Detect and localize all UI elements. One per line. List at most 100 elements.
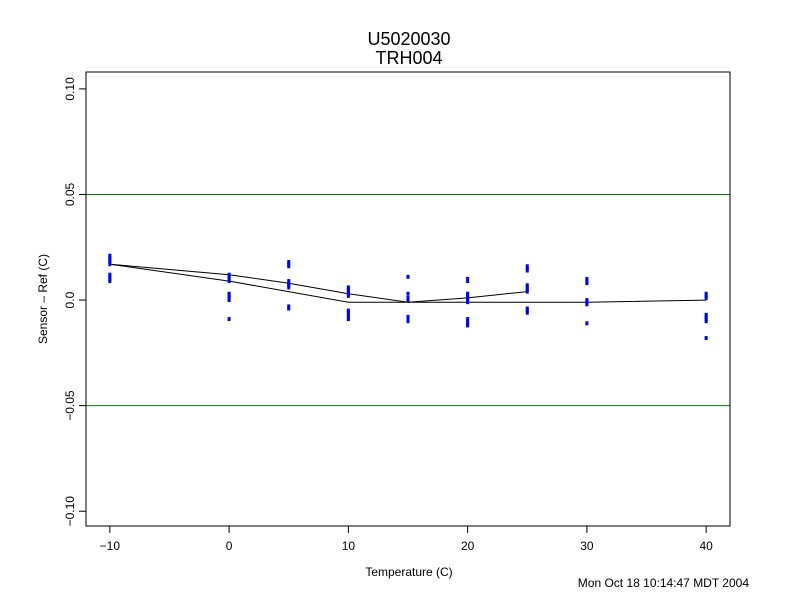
data-point [466, 293, 470, 298]
chart-subtitle: TRH004 [375, 48, 442, 68]
x-tick-label: 40 [699, 539, 713, 553]
data-point [108, 276, 112, 281]
data-point [406, 319, 410, 324]
data-point [108, 253, 112, 258]
limit-lines [86, 193, 730, 407]
data-point [227, 298, 231, 303]
data-point [108, 262, 112, 267]
x-axis-label: Temperature (C) [365, 565, 452, 579]
data-point [704, 336, 708, 341]
data-point [406, 295, 410, 300]
data-point [346, 310, 350, 315]
data-point [466, 321, 470, 326]
data-point [585, 302, 589, 307]
data-point [525, 310, 529, 315]
data-point [108, 257, 112, 262]
data-point [287, 281, 291, 286]
data-point [466, 295, 470, 300]
data-point [227, 291, 231, 296]
data-point [346, 289, 350, 294]
data-point [525, 287, 529, 292]
data-point [585, 279, 589, 284]
data-point [287, 285, 291, 290]
data-point [704, 314, 708, 319]
data-point [704, 293, 708, 298]
data-point [346, 317, 350, 322]
y-tick-label: 0.10 [63, 77, 77, 101]
y-tick-label: 0.05 [63, 182, 77, 206]
data-point [227, 276, 231, 281]
data-point [704, 291, 708, 296]
data-point [466, 291, 470, 296]
data-point [287, 283, 291, 288]
data-point [585, 300, 589, 305]
data-point [287, 279, 291, 284]
data-point [346, 291, 350, 296]
data-point [287, 262, 291, 267]
data-point [287, 264, 291, 269]
data-point [466, 323, 470, 328]
data-point [466, 298, 470, 303]
x-tick-label: 20 [461, 539, 475, 553]
plot-frame [85, 71, 731, 527]
data-point [227, 317, 231, 322]
data-point [585, 276, 589, 281]
data-point [466, 279, 470, 284]
data-point [704, 317, 708, 322]
x-tick-label: 30 [580, 539, 594, 553]
data-point [108, 260, 112, 265]
data-point [406, 317, 410, 322]
data-point [406, 291, 410, 296]
data-point [525, 268, 529, 273]
data-point [525, 289, 529, 294]
data-point [525, 306, 529, 311]
x-tick-label: 10 [342, 539, 356, 553]
data-point [108, 279, 112, 284]
data-point [704, 312, 708, 317]
x-axis: −10 0 10 20 30 40 [100, 526, 713, 553]
data-point [287, 306, 291, 311]
data-point [704, 319, 708, 324]
data-point [704, 295, 708, 300]
data-point [525, 264, 529, 269]
data-point [525, 283, 529, 288]
y-axis: −0.10 −0.05 0.0 0.05 0.10 [63, 77, 86, 526]
y-tick-label: −0.05 [63, 390, 77, 421]
data-point [227, 274, 231, 279]
data-point [287, 260, 291, 265]
data-point [406, 298, 410, 303]
x-tick-label: −10 [100, 539, 121, 553]
data-point [108, 272, 112, 277]
data-point [287, 304, 291, 309]
data-point [227, 293, 231, 298]
data-point [227, 272, 231, 277]
timestamp: Mon Oct 18 10:14:47 MDT 2004 [578, 576, 750, 590]
data-point [525, 266, 529, 271]
data-point [466, 319, 470, 324]
data-point [346, 287, 350, 292]
chart-title: U5020030 [367, 29, 450, 49]
data-point [227, 295, 231, 300]
data-point [585, 298, 589, 303]
data-point [346, 293, 350, 298]
y-axis-label: Sensor – Ref (C) [36, 254, 50, 344]
data-point [406, 314, 410, 319]
data-point [585, 281, 589, 286]
data-point [108, 274, 112, 279]
data-point [406, 274, 410, 279]
data-point [346, 312, 350, 317]
x-tick-label: 0 [226, 539, 233, 553]
y-tick-label: 0.0 [63, 291, 77, 308]
data-point [227, 279, 231, 284]
data-point [466, 300, 470, 305]
data-point [585, 321, 589, 326]
data-point [466, 317, 470, 322]
data-point [108, 255, 112, 260]
data-point [525, 285, 529, 290]
data-points [108, 253, 708, 341]
data-point [346, 285, 350, 290]
data-point [525, 308, 529, 313]
data-point [466, 276, 470, 281]
y-tick-label: −0.10 [63, 496, 77, 527]
